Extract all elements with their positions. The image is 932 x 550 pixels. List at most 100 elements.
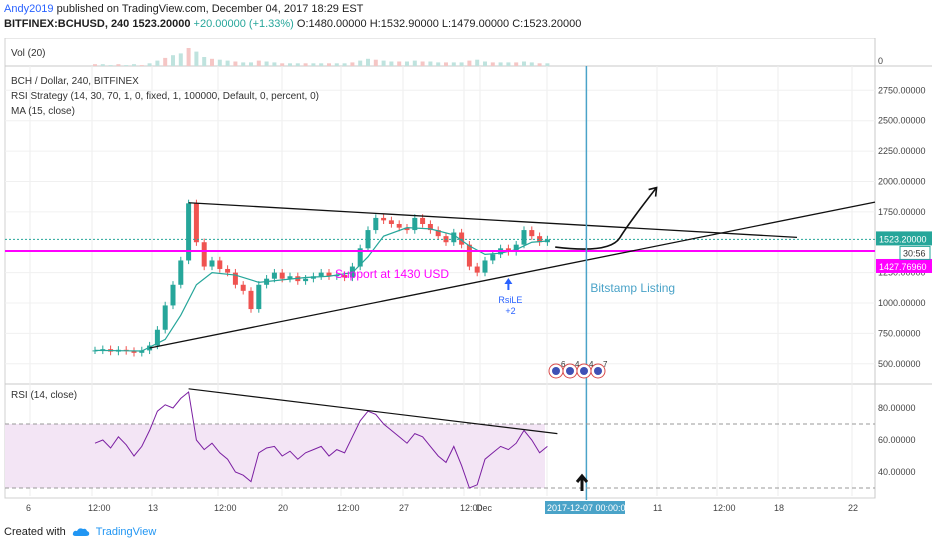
last-price-box <box>876 231 932 246</box>
rsi-label: RSI (14, close) <box>11 390 77 401</box>
volume-bar <box>444 62 448 66</box>
volume-axis-tick: 0 <box>878 56 883 66</box>
candle-body <box>342 275 348 278</box>
y-tick-label: 500.00000 <box>878 359 921 369</box>
projection-arrowhead <box>648 186 658 197</box>
volume-bar <box>475 59 480 66</box>
volume-bar <box>490 62 495 66</box>
x-tick-label: 12:00 <box>337 503 360 513</box>
volume-bar <box>381 60 386 66</box>
event-count: 4 <box>575 360 580 369</box>
x-tick-label: 12:00 <box>88 503 111 513</box>
x-tick-label: 2017-12-07 00:00:00 <box>547 503 631 513</box>
symbol-line: BITFINEX:BCHUSD, 240 1523.20000 +20.0000… <box>4 17 928 32</box>
volume-bar <box>210 58 214 66</box>
candle-body <box>490 254 496 261</box>
rsi-divergence-line <box>188 388 558 435</box>
candle-body <box>232 272 238 285</box>
y-tick-label: 2000.00000 <box>878 176 926 186</box>
created-with-text: Created with <box>4 526 66 538</box>
volume-bar <box>459 62 464 66</box>
candle-body <box>482 260 488 273</box>
publish-line: Andy2019 published on TradingView.com, D… <box>4 2 928 17</box>
volume-bar <box>522 61 526 66</box>
candle-body <box>240 284 246 291</box>
volume-bar <box>217 59 222 66</box>
author-link[interactable]: Andy2019 <box>4 3 54 15</box>
candle-body <box>162 305 168 330</box>
rsi-line <box>94 391 548 489</box>
candle-body <box>521 230 527 245</box>
candle-body <box>303 278 309 282</box>
volume-bar <box>498 62 503 66</box>
volume-bar <box>506 62 511 66</box>
candle-body <box>544 239 550 243</box>
event-count: 6 <box>561 360 566 369</box>
volume-bar <box>264 61 269 66</box>
x-tick-label: 12:00 <box>713 503 736 513</box>
volume-bar <box>295 63 300 66</box>
candle-body <box>154 329 160 346</box>
candle-body <box>537 236 543 243</box>
x-tick-label: 22 <box>848 503 858 513</box>
support-axis-box <box>876 258 932 273</box>
volume-bar <box>373 59 378 66</box>
candle-body <box>287 276 293 279</box>
ma-line <box>94 227 548 352</box>
volume-bar <box>147 63 152 66</box>
timer-label: 30:56 <box>903 248 926 258</box>
candle-body <box>459 232 465 245</box>
tradingview-brand[interactable]: TradingView <box>95 526 157 538</box>
x-tick-label: 20 <box>278 503 288 513</box>
volume-bar <box>405 61 409 66</box>
upper-trendline <box>188 202 798 239</box>
volume-bar <box>420 61 425 66</box>
symbol-label: BITFINEX:BCHUSD, 240 <box>4 18 130 30</box>
y-tick-label: 1750.00000 <box>878 207 926 217</box>
candle-body <box>186 203 192 261</box>
candle-body <box>388 220 394 224</box>
candle-body <box>474 266 480 273</box>
volume-bar <box>186 48 191 66</box>
listing-label: Bitstamp Listing <box>590 281 675 295</box>
volume-bar <box>451 62 456 66</box>
volume-bar <box>100 64 105 66</box>
volume-bar <box>93 64 97 66</box>
indicator-label: MA (15, close) <box>11 106 75 117</box>
event-flag-core <box>566 367 574 375</box>
candle-body <box>100 349 106 351</box>
footer: Created with TradingView <box>4 526 156 538</box>
signal-count: +2 <box>505 306 515 316</box>
event-flag-core <box>594 367 602 375</box>
volume-bar <box>272 62 277 66</box>
volume-bar <box>116 64 121 66</box>
support-axis-label: 1427.76960 <box>879 262 927 272</box>
x-axis-highlight-box <box>545 501 625 514</box>
volume-bar <box>319 63 324 66</box>
event-flag-core <box>552 367 560 375</box>
x-tick-label: 12:00 <box>460 503 483 513</box>
x-tick-label: 6 <box>26 503 31 513</box>
volume-bar <box>233 61 238 66</box>
event-count: 7 <box>603 360 608 369</box>
x-tick-label: Dec <box>476 503 493 513</box>
volume-bar <box>202 57 207 66</box>
price-chart[interactable]: 2750.00000 2500.00000 2250.00000 2000.00000… <box>0 38 932 524</box>
volume-bar <box>311 63 316 66</box>
volume-bar <box>436 62 441 66</box>
volume-label: Vol (20) <box>11 48 45 59</box>
y-tick-label: 2500.00000 <box>878 116 926 126</box>
candle-body <box>170 284 176 306</box>
volume-bar <box>537 63 542 66</box>
chart-header: Andy2019 published on TradingView.com, D… <box>4 2 928 38</box>
last-price-axis-label: 1523.20000 <box>879 234 927 244</box>
x-tick-label: 27 <box>399 503 409 513</box>
volume-bar <box>178 53 183 66</box>
candle-body <box>396 224 402 228</box>
volume-bar <box>288 63 292 66</box>
plot-frame <box>4 38 876 499</box>
candle-body <box>427 224 433 231</box>
volume-bar <box>155 60 160 66</box>
volume-bar <box>428 61 433 66</box>
candle-body <box>256 284 262 310</box>
